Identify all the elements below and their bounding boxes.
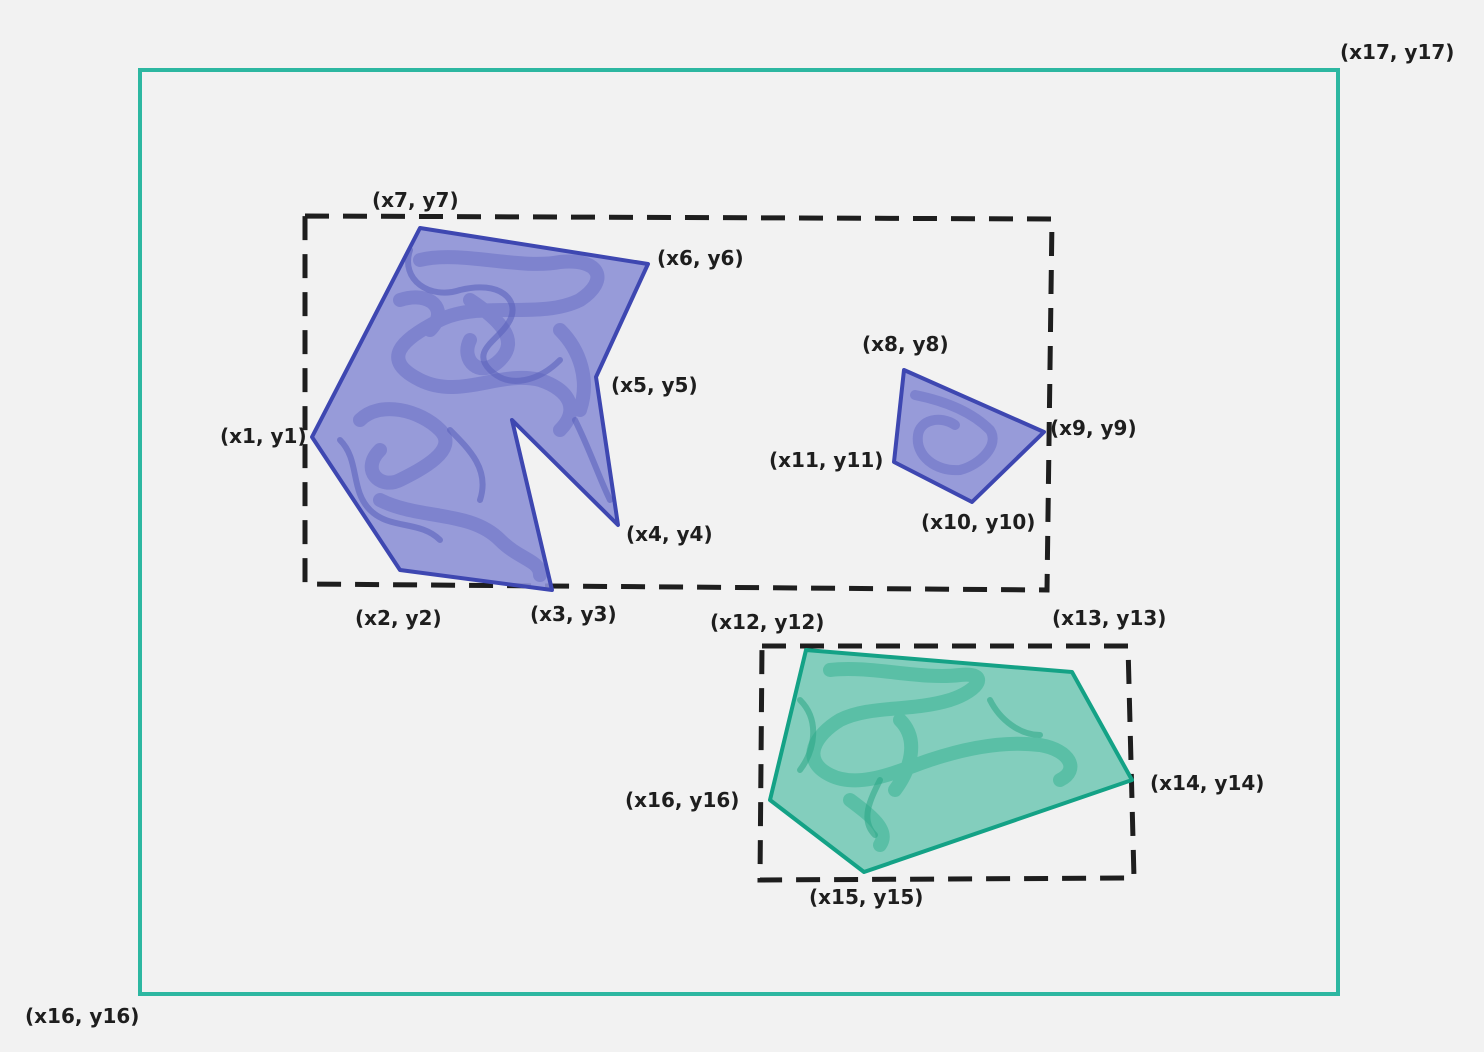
label-p3: (x3, y3) — [530, 602, 617, 626]
label-p5: (x5, y5) — [611, 373, 698, 397]
label-p1: (x1, y1) — [220, 424, 307, 448]
label-p13: (x13, y13) — [1052, 606, 1166, 630]
label-p10: (x10, y10) — [921, 510, 1035, 534]
label-p8: (x8, y8) — [862, 332, 949, 356]
label-p17: (x17, y17) — [1340, 40, 1454, 64]
label-p11: (x11, y11) — [769, 448, 883, 472]
label-p9: (x9, y9) — [1050, 416, 1137, 440]
label-p16-frame: (x16, y16) — [25, 1004, 139, 1028]
dashed-bounding-box-top — [302, 213, 1055, 593]
label-p12: (x12, y12) — [710, 610, 824, 634]
label-p16: (x16, y16) — [625, 788, 739, 812]
label-p4: (x4, y4) — [626, 522, 713, 546]
label-p15: (x15, y15) — [809, 885, 923, 909]
polygon-large-purple — [310, 226, 650, 592]
outer-frame — [138, 68, 1340, 996]
polygon-small-purple — [892, 368, 1046, 504]
polygon-green — [768, 648, 1134, 874]
label-p6: (x6, y6) — [657, 246, 744, 270]
dashed-bounding-box-bottom — [757, 643, 1137, 883]
label-p2: (x2, y2) — [355, 606, 442, 630]
label-p14: (x14, y14) — [1150, 771, 1264, 795]
label-p7: (x7, y7) — [372, 188, 459, 212]
scribble-shading — [353, 250, 605, 582]
